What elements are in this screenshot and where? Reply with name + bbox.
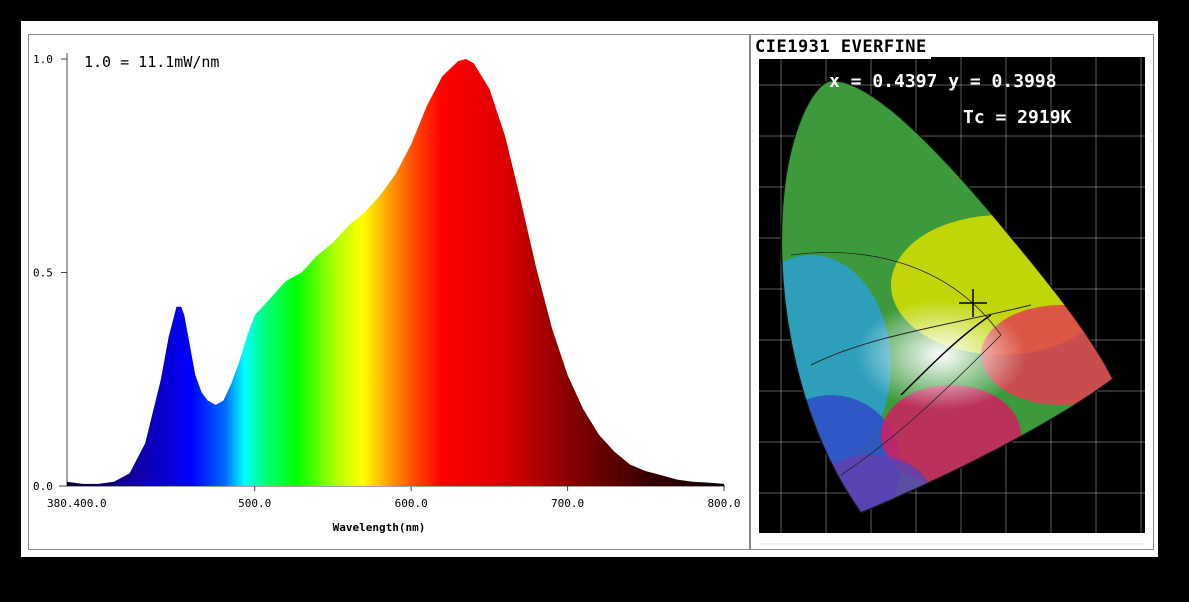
spectrum-chart-panel: 380.400.0 500.0 600.0 700.0 800.0 1.0 0.5 0.0 1… xyxy=(28,34,750,550)
y-tick-label: 1.0 xyxy=(33,53,53,66)
x-tick-label: 380.400.0 xyxy=(47,497,107,510)
x-tick-label: 500.0 xyxy=(238,497,271,510)
spectral-locus xyxy=(780,80,1114,514)
cie-diagram xyxy=(751,35,1153,549)
spectrum-annotation: 1.0 = 11.1mW/nm xyxy=(84,53,219,71)
spectrum-curve xyxy=(67,59,724,486)
cie-title: CIE1931 EVERFINE xyxy=(751,35,931,59)
x-axis-label: Wavelength(nm) xyxy=(333,521,426,534)
x-tick-label: 600.0 xyxy=(395,497,428,510)
color-temperature-readout: Tc = 2919K xyxy=(963,107,1072,128)
y-tick-label: 0.5 xyxy=(33,267,53,280)
x-tick-label: 800.0 xyxy=(707,497,740,510)
spectrum-chart: 380.400.0 500.0 600.0 700.0 800.0 1.0 0.5 0.0 1… xyxy=(33,53,741,534)
cie-diagram-panel: CIE1931 EVERFINE x = 0.4397 y = 0.3998 T… xyxy=(750,34,1154,550)
y-tick-label: 0.0 xyxy=(33,480,53,493)
chromaticity-readout: x = 0.4397 y = 0.3998 xyxy=(829,71,1057,92)
planckian-locus xyxy=(900,314,992,396)
chromaticity-marker xyxy=(959,289,987,317)
x-tick-label: 700.0 xyxy=(551,497,584,510)
